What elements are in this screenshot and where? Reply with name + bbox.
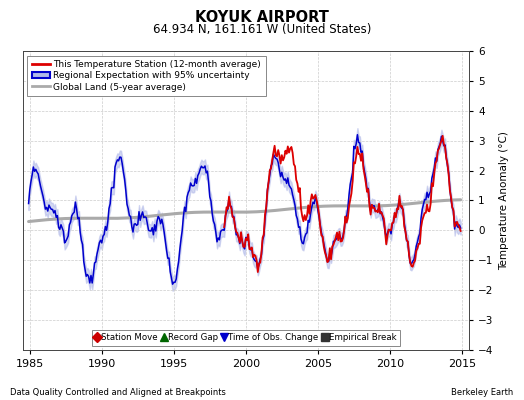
Text: Berkeley Earth: Berkeley Earth	[451, 388, 514, 397]
Y-axis label: Temperature Anomaly (°C): Temperature Anomaly (°C)	[499, 131, 509, 270]
Text: Data Quality Controlled and Aligned at Breakpoints: Data Quality Controlled and Aligned at B…	[10, 388, 226, 397]
Legend: Station Move, Record Gap, Time of Obs. Change, Empirical Break: Station Move, Record Gap, Time of Obs. C…	[92, 330, 400, 346]
Text: 64.934 N, 161.161 W (United States): 64.934 N, 161.161 W (United States)	[153, 23, 371, 36]
Text: KOYUK AIRPORT: KOYUK AIRPORT	[195, 10, 329, 25]
